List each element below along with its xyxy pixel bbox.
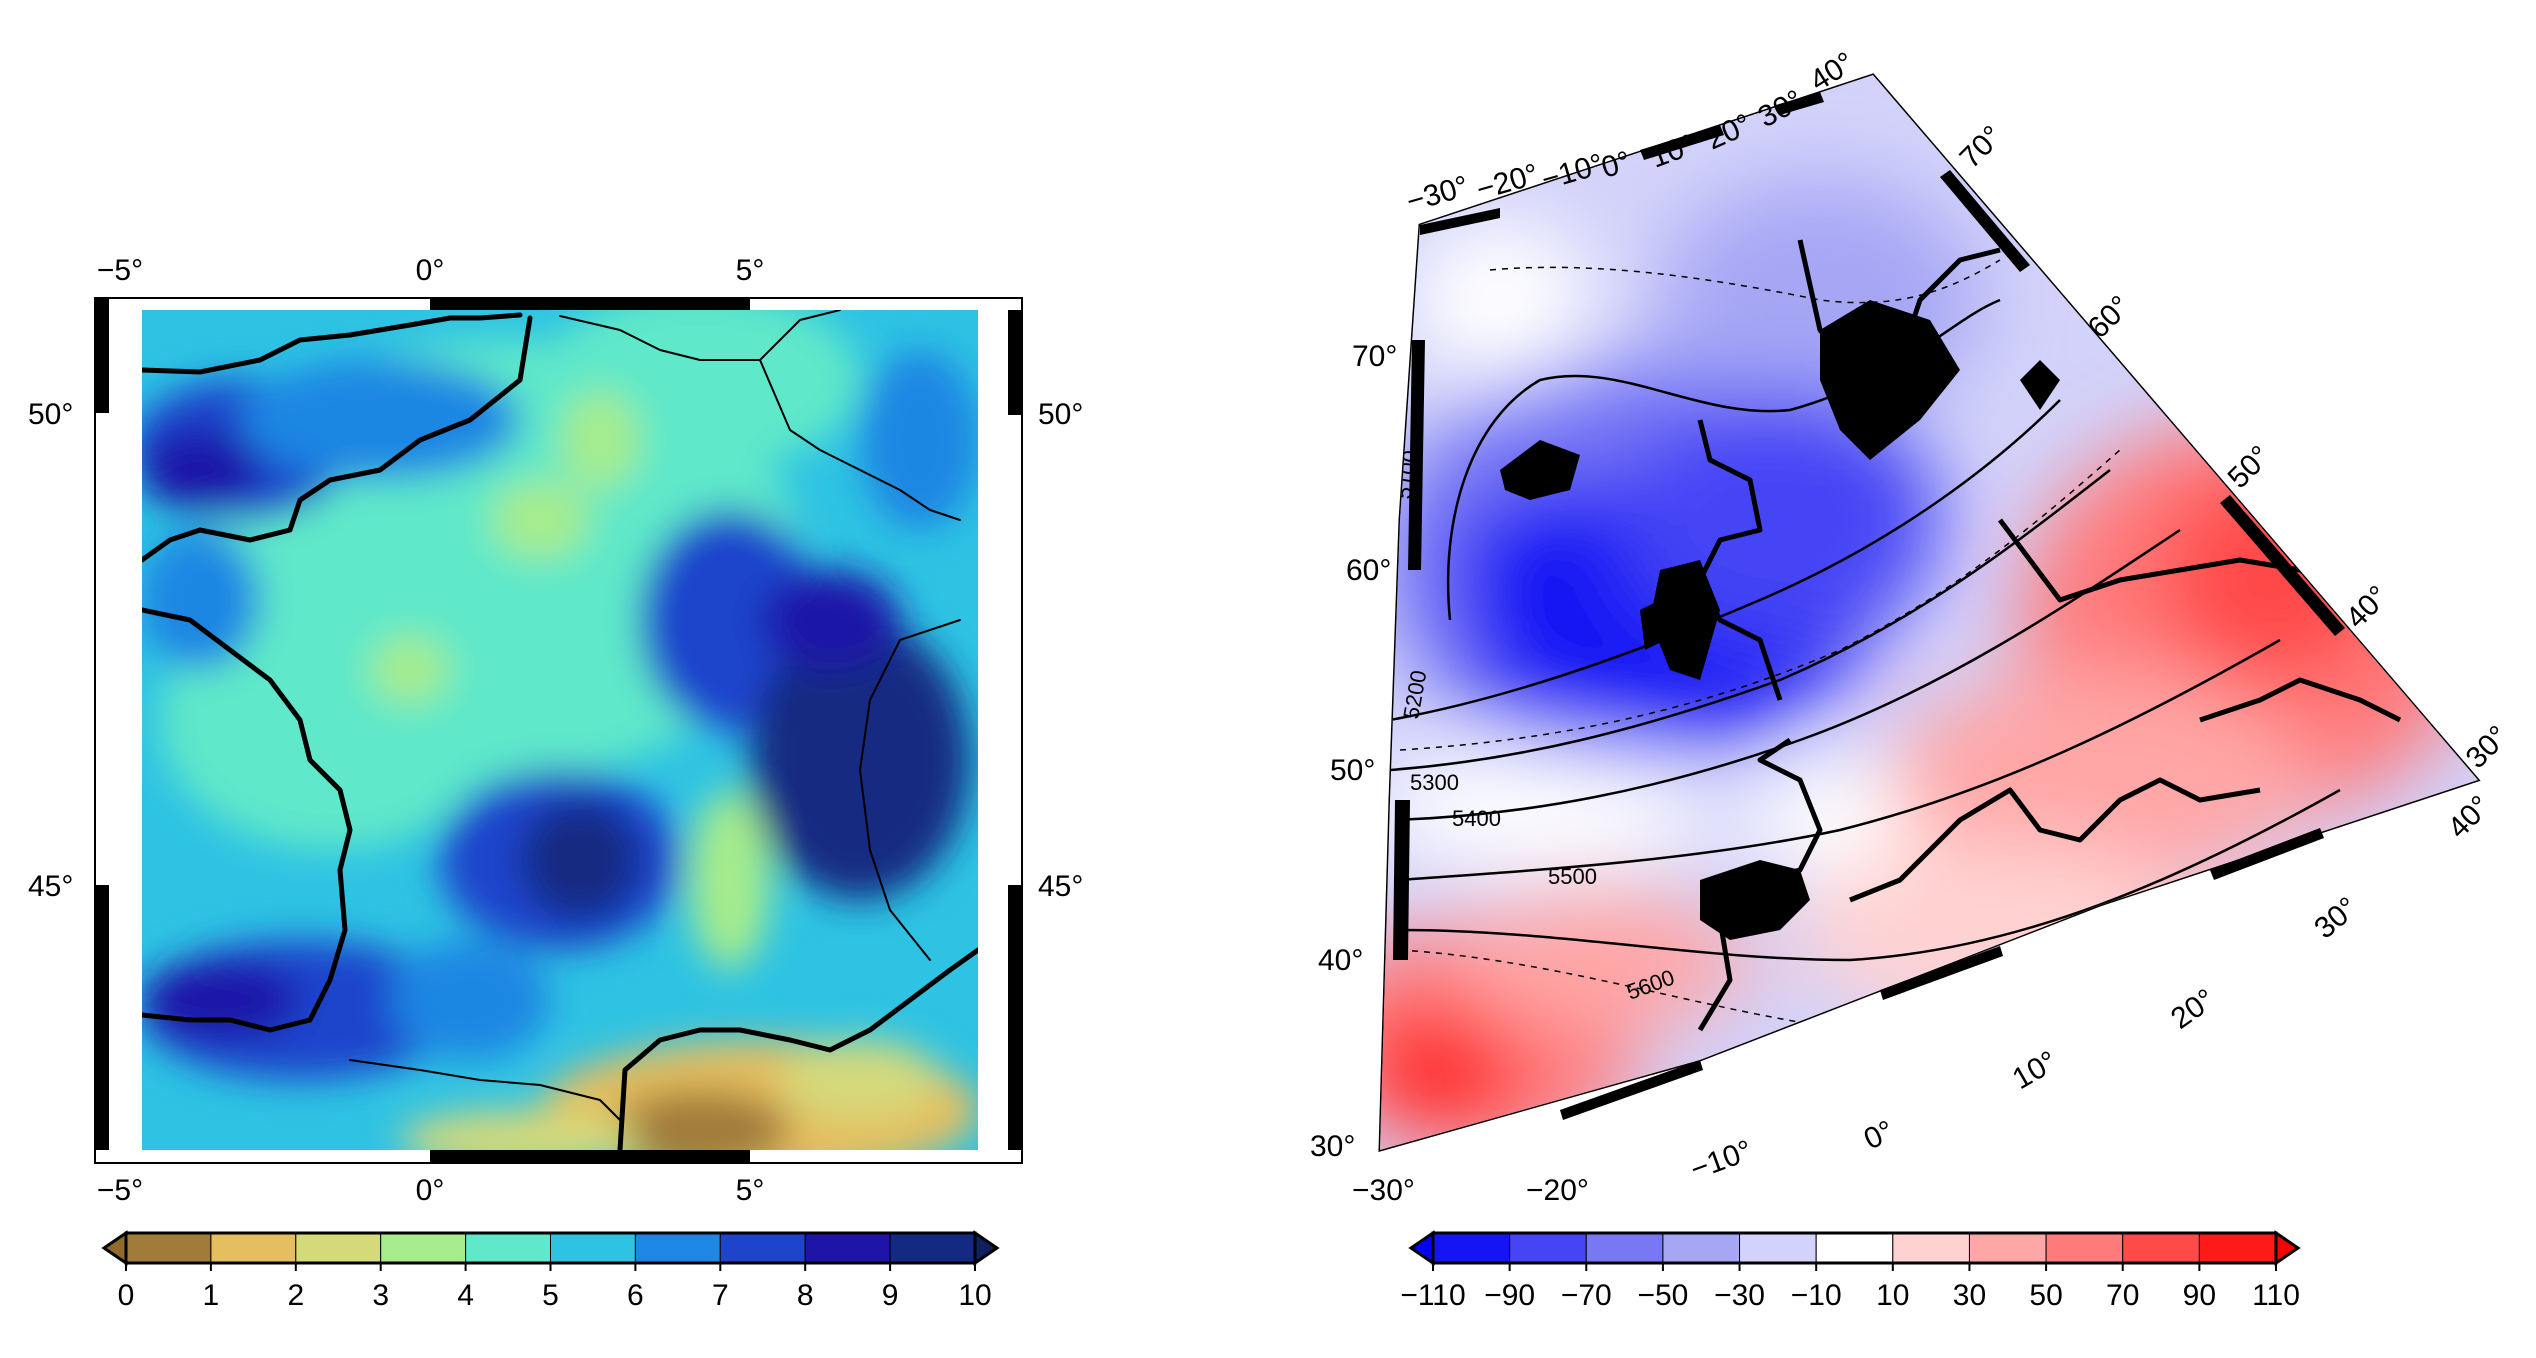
right-west-lat-tick: 60°	[1346, 554, 1391, 587]
left-map-lon-ticks: −5° 0° 5° −5° 0° 5°	[97, 254, 764, 1207]
right-map-contours	[1389, 298, 2341, 962]
left-colorbar-label: 8	[797, 1279, 814, 1312]
right-colorbar-swatch	[1968, 1232, 2047, 1264]
right-bottom-lon-tick: 0°	[1859, 1114, 1899, 1156]
left-colorbar-label: 2	[287, 1279, 304, 1312]
right-colorbar: −110 −90 −70 −50 −30 −10 10 30 50 70 90 110	[1400, 1230, 2301, 1312]
right-colorbar-low-arrow	[1408, 1230, 1435, 1266]
left-colorbar-label: 4	[457, 1279, 474, 1312]
left-colorbar-swatch	[295, 1232, 382, 1264]
left-colorbar-label: 1	[203, 1279, 220, 1312]
left-colorbar-label: 9	[882, 1279, 899, 1312]
left-bottom-lon-tick: 5°	[736, 1174, 765, 1207]
left-top-lon-tick: 5°	[736, 254, 765, 287]
right-colorbar-label: −30	[1714, 1279, 1765, 1312]
left-colorbar-label: 7	[712, 1279, 729, 1312]
right-colorbar-label: 30	[1953, 1279, 1986, 1312]
left-colorbar-label: 6	[627, 1279, 644, 1312]
right-colorbar-label: 50	[2029, 1279, 2062, 1312]
left-colorbar-label: 3	[372, 1279, 389, 1312]
right-colorbar-swatch	[2122, 1232, 2200, 1264]
right-bottom-lon-tick: 20°	[2165, 983, 2221, 1036]
contour-label: 5300	[1410, 770, 1459, 795]
left-colorbar-label: 0	[118, 1279, 135, 1312]
left-east-lat-tick: 50°	[1038, 398, 1083, 431]
right-colorbar-swatch	[1509, 1232, 1587, 1264]
right-colorbar-label: 90	[2183, 1279, 2216, 1312]
left-colorbar-swatch	[380, 1232, 467, 1264]
right-map-panel: 5300 5400 5500 5600 5100 5200 −30° −20°	[1310, 46, 2515, 1312]
left-colorbar-swatch	[465, 1232, 552, 1264]
left-colorbar-label: 5	[542, 1279, 559, 1312]
left-colorbar-high-arrow	[973, 1230, 1000, 1266]
right-east-lat-tick: 50°	[2222, 440, 2277, 495]
left-map-lat-ticks: 50° 45° 50° 45°	[28, 398, 1083, 903]
left-top-lon-tick: −5°	[97, 254, 143, 287]
left-bottom-lon-tick: −5°	[97, 1174, 143, 1207]
right-east-lat-tick: 70°	[1954, 120, 2009, 175]
right-map-left-lat-ticks: 70° 60° 50° 40° 30°	[1310, 340, 1397, 1163]
right-west-lat-tick: 70°	[1352, 340, 1397, 373]
right-colorbar-label: −50	[1637, 1279, 1688, 1312]
left-colorbar-swatch	[125, 1232, 212, 1264]
left-colorbar: 0 1 2 3 4 5 6 7 8 9 10	[101, 1230, 1000, 1312]
right-colorbar-label: 70	[2106, 1279, 2139, 1312]
left-colorbar-swatch	[550, 1232, 636, 1264]
right-colorbar-label: 10	[1876, 1279, 1909, 1312]
right-bottom-lon-tick: 10°	[2007, 1045, 2063, 1096]
left-bottom-lon-tick: 0°	[416, 1174, 445, 1207]
right-bottom-lon-tick: 40°	[2442, 790, 2497, 845]
right-colorbar-label: −90	[1484, 1279, 1535, 1312]
right-colorbar-swatch	[1585, 1232, 1664, 1264]
right-colorbar-swatch	[2198, 1232, 2277, 1264]
right-bottom-lon-tick: 30°	[2308, 891, 2364, 945]
left-colorbar-label: 10	[958, 1279, 991, 1312]
left-colorbar-swatch	[804, 1232, 891, 1264]
left-colorbar-low-arrow	[101, 1230, 128, 1266]
right-colorbar-swatch	[1739, 1232, 1817, 1264]
right-west-lat-tick: 40°	[1318, 944, 1363, 977]
right-bottom-lon-tick: −10°	[1686, 1134, 1756, 1187]
left-colorbar-swatch	[634, 1232, 721, 1264]
left-west-lat-tick: 45°	[28, 870, 73, 903]
right-colorbar-label: −10	[1791, 1279, 1842, 1312]
right-colorbar-swatch	[1662, 1232, 1741, 1264]
right-map-field: 5300 5400 5500 5600 5100 5200	[1380, 75, 2478, 1150]
left-map-field	[142, 310, 978, 1150]
left-colorbar-swatch	[719, 1232, 806, 1264]
right-colorbar-swatch	[1432, 1232, 1511, 1264]
right-west-lat-tick: 50°	[1330, 754, 1375, 787]
right-west-lat-tick: 30°	[1310, 1130, 1355, 1163]
right-bottom-lon-tick: −30°	[1352, 1174, 1415, 1207]
right-colorbar-label: −70	[1561, 1279, 1612, 1312]
right-colorbar-label: 110	[2252, 1279, 2300, 1312]
left-top-lon-tick: 0°	[416, 254, 445, 287]
right-colorbar-label: −110	[1400, 1279, 1465, 1312]
left-colorbar-swatch	[889, 1232, 976, 1264]
contour-label: 5400	[1452, 806, 1501, 831]
contour-label: 5500	[1548, 864, 1597, 889]
left-west-lat-tick: 50°	[28, 398, 73, 431]
right-colorbar-swatch	[2045, 1232, 2124, 1264]
left-east-lat-tick: 45°	[1038, 870, 1083, 903]
right-colorbar-swatch	[1815, 1232, 1894, 1264]
right-colorbar-high-arrow	[2274, 1230, 2301, 1266]
right-colorbar-swatch	[1892, 1232, 1970, 1264]
left-colorbar-swatch	[210, 1232, 297, 1264]
right-bottom-lon-tick: −20°	[1526, 1174, 1589, 1207]
